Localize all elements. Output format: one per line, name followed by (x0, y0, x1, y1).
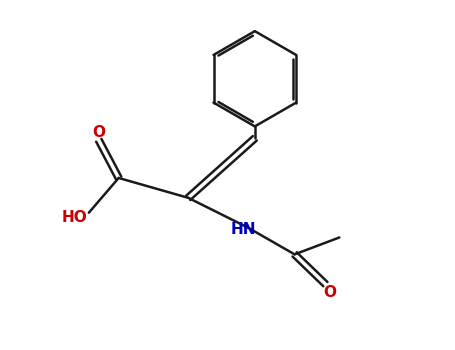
Text: HN: HN (230, 222, 256, 237)
Text: HO: HO (62, 210, 88, 225)
Text: O: O (323, 285, 336, 300)
Text: O: O (92, 125, 105, 140)
